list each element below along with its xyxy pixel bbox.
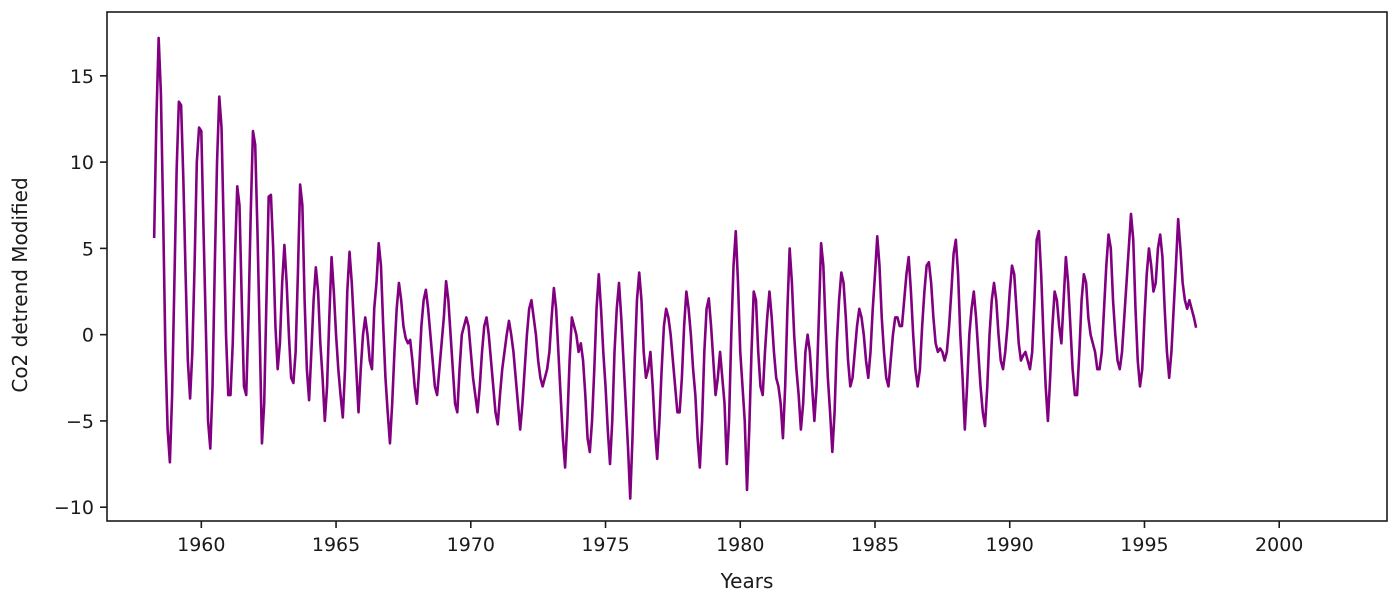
x-tick-label: 1960	[177, 534, 225, 556]
series-layer	[152, 36, 1198, 500]
y-axis: −10 −5 0 5 10 15	[54, 66, 107, 519]
y-axis-label: Co2 detrend Modified	[8, 177, 32, 392]
x-tick-label: 1985	[851, 534, 899, 556]
y-tick-label: −10	[54, 497, 94, 519]
y-tick-label: 15	[70, 66, 94, 88]
x-tick-label: 1980	[716, 534, 764, 556]
x-axis: 1960 1965 1970 1975 1980 1985 1990 1995 2000	[177, 521, 1303, 556]
x-tick-label: 2000	[1255, 534, 1303, 556]
x-axis-label: Years	[720, 569, 774, 593]
series-line	[152, 36, 1198, 500]
x-tick-label: 1995	[1120, 534, 1168, 556]
y-tick-label: 0	[82, 325, 94, 347]
x-tick-label: 1970	[447, 534, 495, 556]
y-tick-label: 10	[70, 152, 94, 174]
x-tick-label: 1975	[581, 534, 629, 556]
y-tick-label: −5	[66, 411, 94, 433]
x-tick-label: 1965	[312, 534, 360, 556]
y-tick-label: 5	[82, 238, 94, 260]
x-tick-label: 1990	[986, 534, 1034, 556]
plot-frame	[106, 11, 1388, 522]
